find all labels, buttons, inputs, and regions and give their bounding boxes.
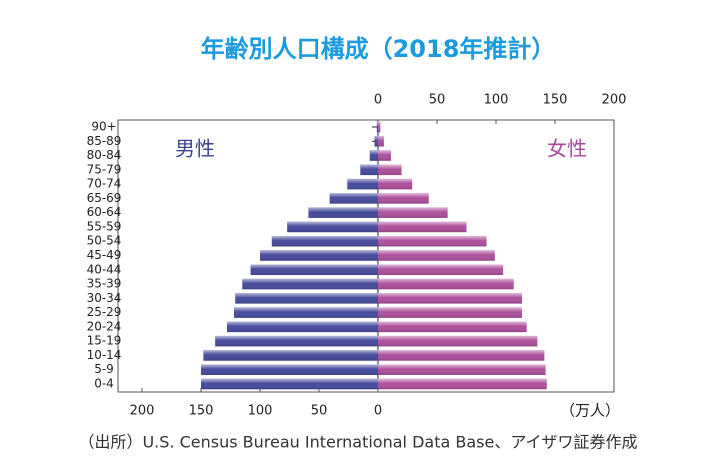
bar-shade [378,193,429,204]
age-label: 10-14 [87,348,122,362]
x-tick-label-bottom: 100 [248,404,273,419]
bar-shade [226,321,378,333]
plot-frame [117,119,615,393]
bar-shade [203,350,378,361]
age-label: 30-34 [87,291,122,305]
bar-shade [378,250,495,261]
age-label: 45-49 [87,248,122,262]
age-label: 60-64 [87,205,122,219]
bar-shade [378,321,527,333]
bar-shade [378,350,545,361]
bar-shade [369,150,378,161]
age-label: 40-44 [87,262,122,276]
bar-shade [360,164,378,176]
bar-shade [250,264,378,276]
age-label: 85-89 [87,134,122,148]
age-label: 75-79 [87,162,122,176]
age-label: 50-54 [87,234,122,248]
bar-shade [378,364,546,375]
bar-shade [376,121,378,133]
bar-shade [378,264,504,276]
bar-shade [378,178,413,190]
bar-shade [201,364,378,375]
x-tick-label-bottom: 50 [311,404,328,419]
x-tick-label-top: 100 [484,93,509,108]
chart-title: 年齢別人口構成（2018年推計） [201,35,556,63]
x-tick-label-top: 200 [602,93,627,108]
bar-shade [378,221,467,233]
age-label: 15-19 [87,334,122,348]
bar-shade [201,378,378,390]
bar-shade [234,307,378,318]
bar-shade [378,335,538,347]
bar-shade [374,136,378,147]
bar-shade [235,293,378,304]
bar-shade [287,221,378,233]
age-label: 80-84 [87,148,122,162]
bar-shade [378,150,391,161]
x-tick-label-bottom: 150 [189,404,214,419]
x-tick-label-top: 0 [374,93,382,108]
age-label: 70-74 [87,177,122,191]
age-label: 20-24 [87,319,122,333]
bar-shade [378,136,384,147]
bar-shade [308,207,378,218]
bar-shade [271,235,378,247]
age-label: 5-9 [94,362,114,376]
source-note: （出所）U.S. Census Bureau International Dat… [78,433,637,452]
bar-shade [378,164,402,176]
x-tick-label-top: 150 [543,93,568,108]
x-tick-label-bottom: 0 [374,404,382,419]
bar-shade [215,335,378,347]
bar-shade [378,278,514,290]
age-label: 65-69 [87,191,122,205]
age-label: 25-29 [87,305,122,319]
age-label: 0-4 [94,377,114,391]
bar-shade [378,207,448,218]
age-label: 90+ [91,120,116,134]
bar-shade [242,278,378,290]
bar-shade [378,235,487,247]
unit-label: （万人） [560,402,620,420]
age-label: 35-39 [87,277,122,291]
bar-shade [329,193,378,204]
bar-shade [378,307,522,318]
legend-male: 男性 [175,137,215,161]
legend-female: 女性 [547,137,587,161]
x-tick-label-top: 50 [429,93,446,108]
x-tick-label-bottom: 200 [130,404,155,419]
bar-shade [347,178,378,190]
bar-shade [378,293,522,304]
bar-shade [260,250,378,261]
bar-shade [378,121,381,133]
bar-shade [378,378,547,390]
age-label: 55-59 [87,219,122,233]
